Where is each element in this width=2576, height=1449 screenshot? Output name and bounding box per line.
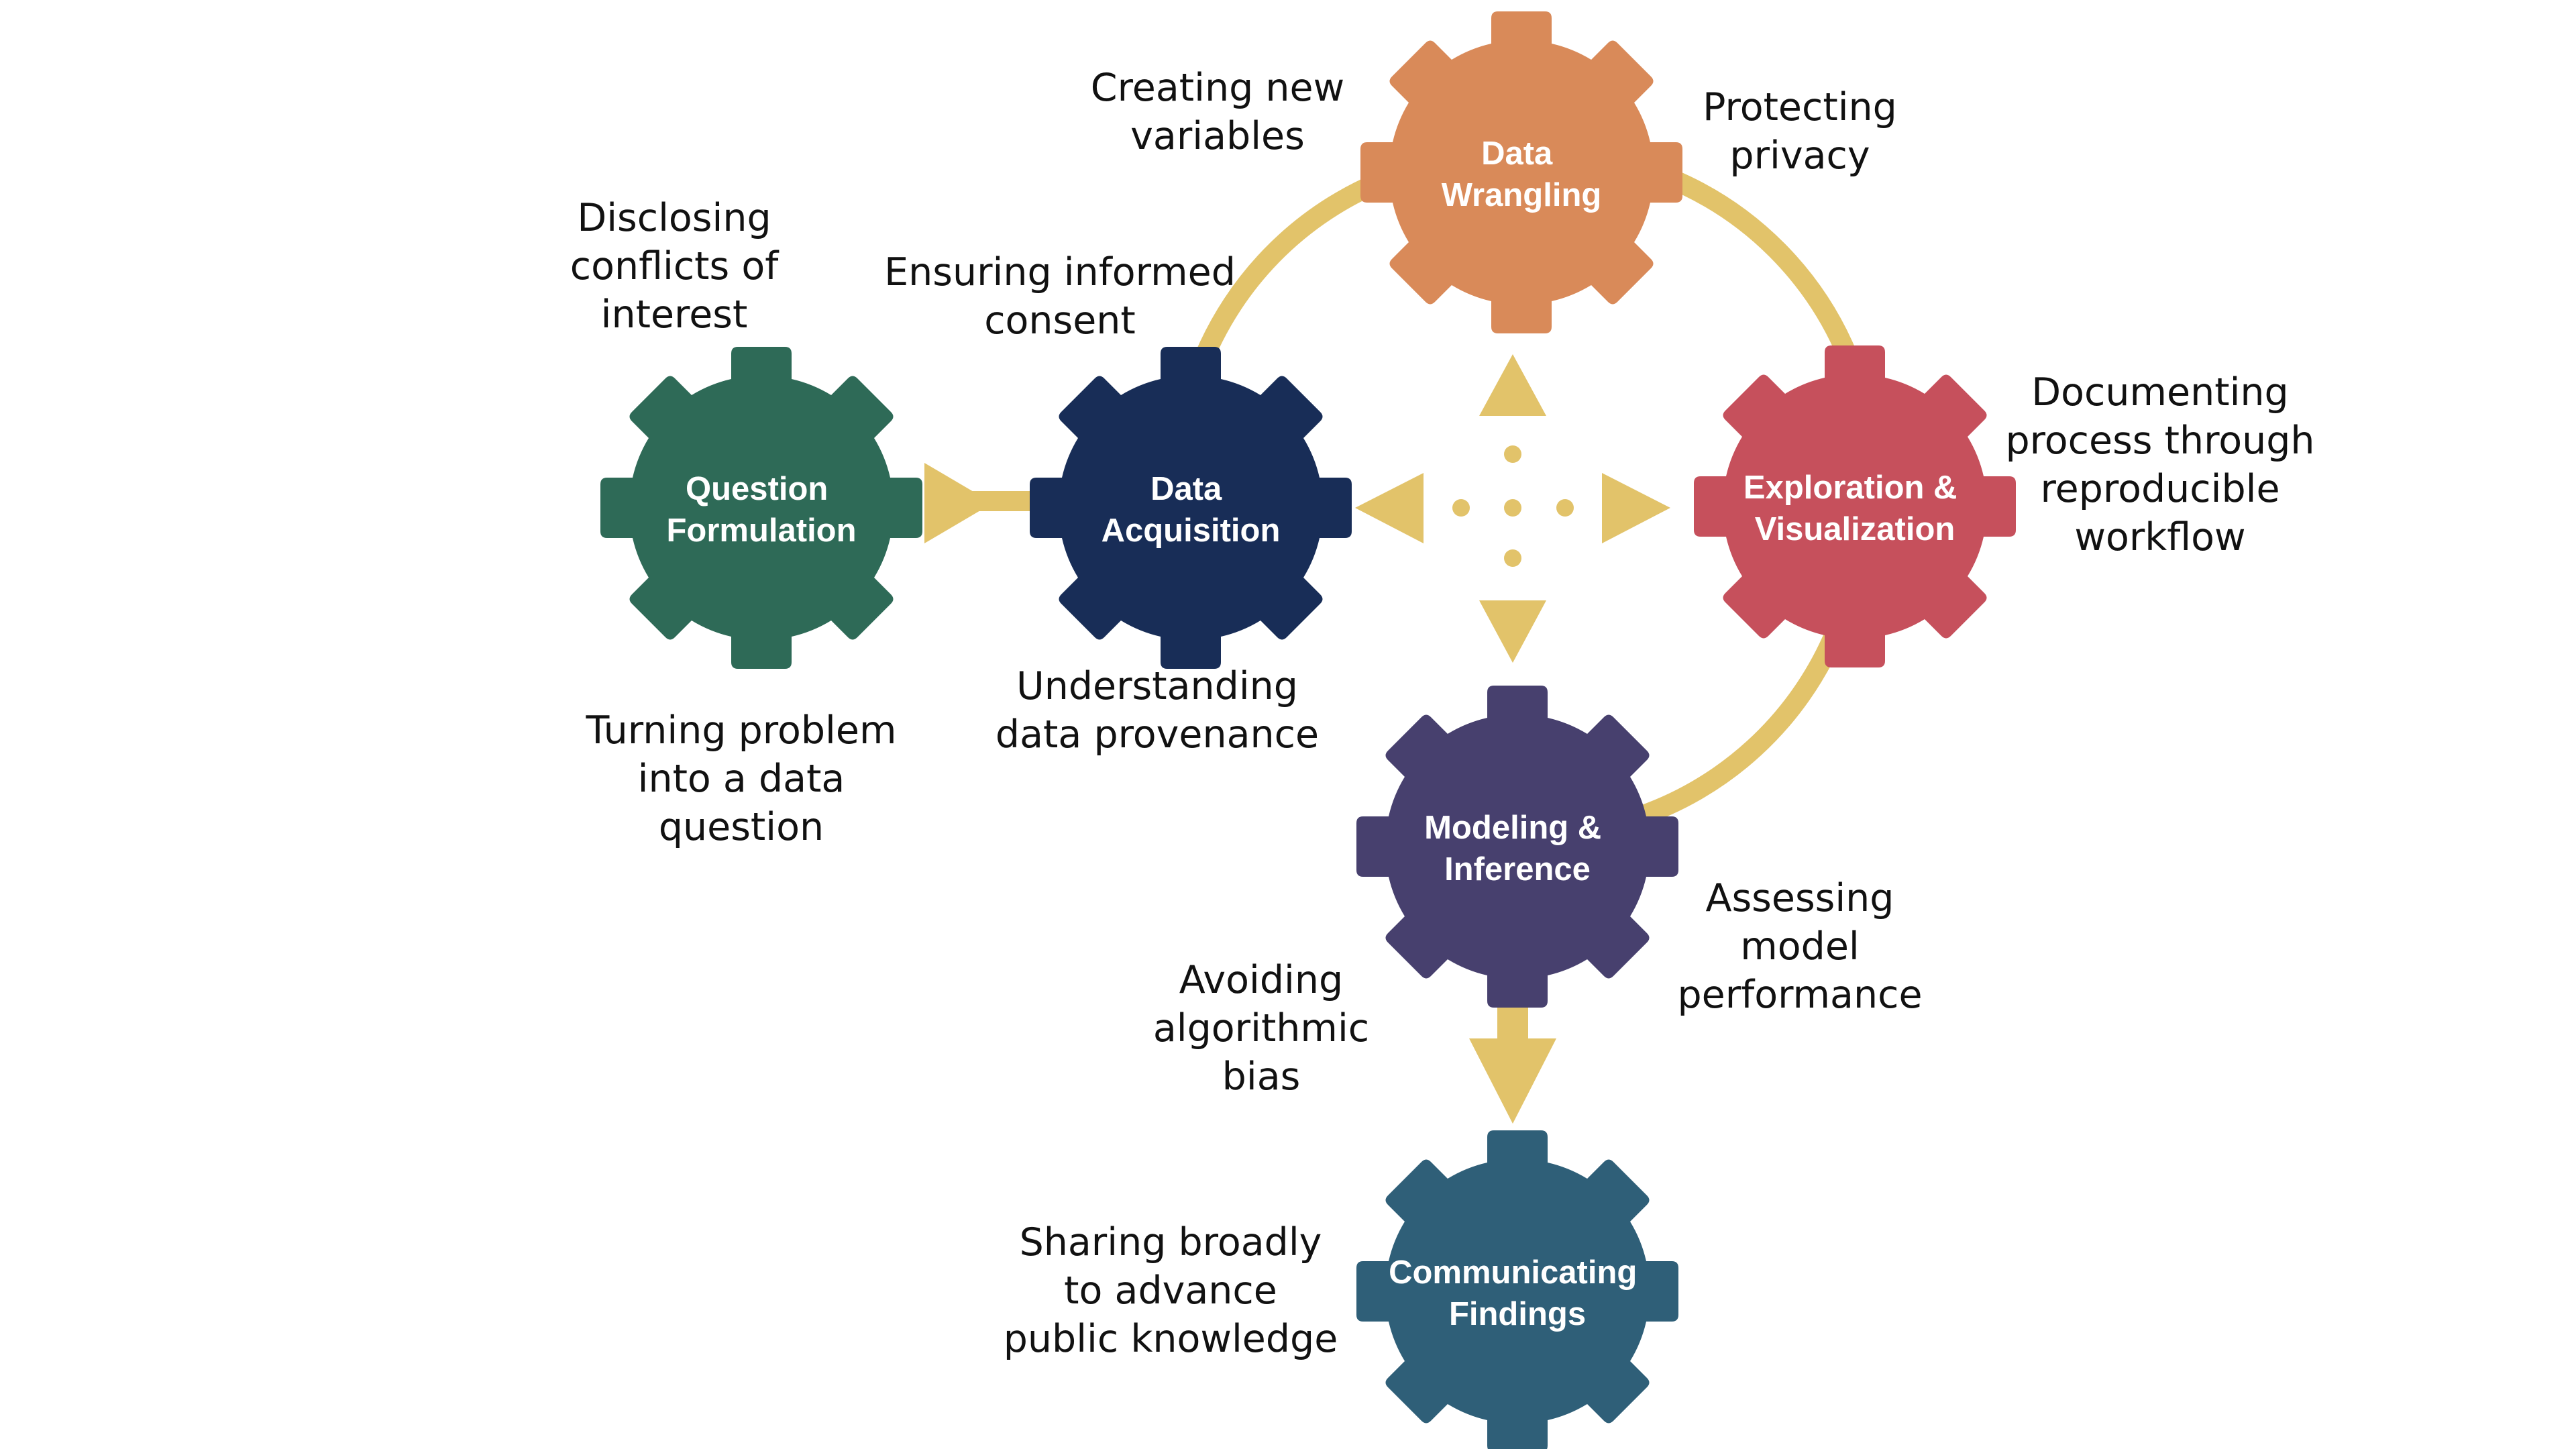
note-avoiding-bias: Avoiding algorithmic bias xyxy=(1153,956,1369,1101)
note-line: Ensuring informed xyxy=(884,250,1236,294)
note-turning-problem: Turning problem into a data question xyxy=(586,706,897,851)
gear-label: Visualization xyxy=(1755,511,1955,547)
note-line: data provenance xyxy=(995,712,1320,757)
note-sharing-knowledge: Sharing broadly to advance public knowledg… xyxy=(1004,1218,1338,1363)
dot xyxy=(1452,499,1470,517)
note-line: to advance xyxy=(1064,1269,1277,1313)
note-line: interest xyxy=(600,292,748,337)
note-line: privacy xyxy=(1729,133,1870,178)
gear-label: Acquisition xyxy=(1102,513,1281,549)
note-line: Disclosing xyxy=(577,196,771,240)
note-line: question xyxy=(658,805,824,849)
gear-data-acquisition[interactable]: Data Acquisition xyxy=(1030,347,1352,669)
note-line: Sharing broadly xyxy=(1019,1220,1322,1265)
gear-data-wrangling[interactable]: Data Wrangling xyxy=(1360,11,1682,333)
gear-label: Findings xyxy=(1449,1296,1586,1332)
note-line: model xyxy=(1740,924,1860,969)
gear-shape-icon xyxy=(600,347,922,669)
arrow-modeling-to-findings xyxy=(1469,1038,1556,1124)
gear-label: Formulation xyxy=(666,513,856,549)
gear-question-formulation[interactable]: Question Formulation xyxy=(600,347,922,669)
gear-label: Inference xyxy=(1444,851,1591,888)
note-ensuring-consent: Ensuring informed consent xyxy=(884,248,1236,345)
gear-shape-icon xyxy=(1030,347,1352,669)
svg-text:Data Acquisition: Data Acquisition xyxy=(1102,471,1281,549)
gear-label: Exploration & xyxy=(1743,470,1957,506)
arrow-question-to-acquisition xyxy=(924,463,993,543)
note-line: public knowledge xyxy=(1003,1317,1338,1361)
note-line: Creating new xyxy=(1090,66,1345,110)
note-protecting-privacy: Protecting privacy xyxy=(1703,83,1897,180)
gear-modeling-inference[interactable]: Modeling & Inference xyxy=(1356,686,1678,1008)
svg-text:Exploration & Visualizat: Exploration & Visualization xyxy=(1743,470,1966,547)
gear-shape-icon xyxy=(1694,345,2016,667)
gear-shape-icon xyxy=(1356,686,1678,1008)
gear-label: Wrangling xyxy=(1442,177,1602,213)
dot xyxy=(1504,445,1521,463)
svg-text:Question Formulation: Question Formulation xyxy=(666,471,856,549)
note-line: consent xyxy=(984,299,1136,343)
note-line: bias xyxy=(1222,1055,1301,1099)
dot xyxy=(1504,499,1521,517)
note-line: process through xyxy=(2005,419,2315,463)
gear-label: Modeling & xyxy=(1424,810,1601,846)
gear-label: Question xyxy=(686,471,828,507)
arc-wrangling-to-exploration xyxy=(1654,166,1862,376)
arc-exploration-to-modeling xyxy=(1623,624,1845,828)
note-line: workflow xyxy=(2074,515,2246,559)
svg-text:Data Wrangling: Data Wrangling xyxy=(1442,136,1602,213)
note-disclosing-conflicts: Disclosing conflicts of interest xyxy=(570,194,779,339)
note-assessing-performance: Assessing model performance xyxy=(1677,874,1922,1019)
note-line: into a data xyxy=(637,757,845,801)
note-understanding-provenance: Understanding data provenance xyxy=(996,662,1319,759)
svg-text:Modeling & Inference: Modeling & Inference xyxy=(1424,810,1611,888)
central-crossroads xyxy=(1355,354,1670,663)
note-line: algorithmic xyxy=(1152,1006,1370,1051)
note-line: Documenting xyxy=(2031,370,2289,415)
arrow-down xyxy=(1479,600,1546,663)
arc-acquisition-to-wrangling xyxy=(1191,166,1405,376)
note-line: Protecting xyxy=(1703,85,1897,129)
gear-label: Data xyxy=(1481,136,1553,172)
gear-shape-icon xyxy=(1360,11,1682,333)
note-line: performance xyxy=(1677,973,1923,1017)
gear-label: Communicating xyxy=(1389,1254,1637,1291)
dot xyxy=(1504,549,1521,567)
gear-communicating-findings[interactable]: Communicating Findings xyxy=(1356,1130,1678,1449)
note-line: Assessing xyxy=(1705,876,1894,920)
arrow-right xyxy=(1602,473,1670,543)
arrow-left xyxy=(1355,473,1424,543)
note-line: conflicts of xyxy=(570,244,779,288)
gear-exploration-visualization[interactable]: Exploration & Visualization xyxy=(1694,345,2016,667)
note-line: Turning problem xyxy=(586,708,897,753)
note-line: variables xyxy=(1130,114,1305,158)
dot xyxy=(1556,499,1574,517)
note-line: Understanding xyxy=(1016,664,1298,708)
note-line: reproducible xyxy=(2040,467,2280,511)
note-documenting-process: Documenting process through reproducible wo… xyxy=(2005,368,2314,561)
svg-text:Communicating Findings: Communicating Findings xyxy=(1389,1254,1646,1332)
note-line: Avoiding xyxy=(1179,958,1344,1002)
gear-label: Data xyxy=(1150,471,1222,507)
arrow-up xyxy=(1479,354,1546,416)
note-creating-variables: Creating new variables xyxy=(1091,64,1344,160)
